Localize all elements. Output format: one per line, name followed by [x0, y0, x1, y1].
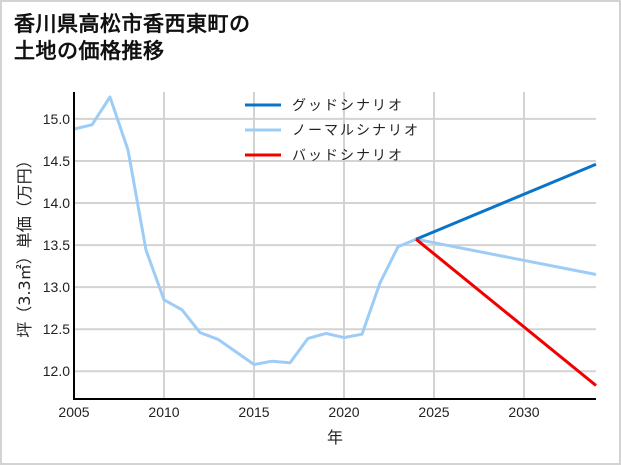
y-axis-ticks: 12.0 12.5 13.0 13.5 14.0 14.5 15.0 — [43, 111, 70, 379]
y-tick-label: 14.0 — [43, 195, 70, 211]
x-tick-label: 2025 — [418, 404, 449, 420]
x-axis-ticks: 2005 2010 2015 2020 2025 2030 — [58, 404, 539, 420]
x-tick-label: 2010 — [148, 404, 179, 420]
legend-label: グッドシナリオ — [292, 98, 404, 114]
x-tick-label: 2030 — [508, 404, 539, 420]
chart-title-line1: 香川県高松市香西東町の — [14, 12, 251, 36]
y-tick-label: 15.0 — [43, 111, 70, 127]
x-tick-label: 2005 — [58, 404, 89, 420]
y-tick-label: 13.0 — [43, 279, 70, 295]
y-tick-label: 14.5 — [43, 153, 70, 169]
axes — [73, 92, 596, 400]
series-line-1 — [73, 95, 597, 366]
y-tick-label: 13.5 — [43, 237, 70, 253]
legend-label: ノーマルシナリオ — [292, 123, 420, 139]
y-axis-label: 坪（3.3㎡）単価（万円） — [15, 152, 34, 337]
data-series — [73, 95, 597, 387]
chart-title-line2: 土地の価格推移 — [14, 39, 165, 63]
x-tick-label: 2020 — [328, 404, 359, 420]
legend-label: バッドシナリオ — [292, 148, 404, 164]
y-tick-label: 12.5 — [43, 321, 70, 337]
x-tick-label: 2015 — [238, 404, 269, 420]
series-line-2 — [415, 238, 597, 387]
x-axis-label: 年 — [327, 428, 343, 447]
chart-title: 香川県高松市香西東町の 土地の価格推移 — [14, 11, 251, 65]
y-tick-label: 12.0 — [43, 363, 70, 379]
series-line-0 — [415, 162, 597, 241]
